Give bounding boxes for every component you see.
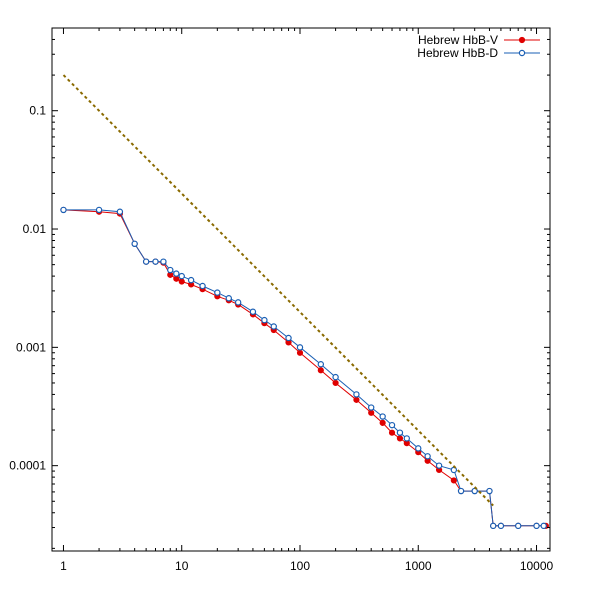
x-tick-label: 100	[290, 559, 310, 573]
data-point	[285, 334, 292, 342]
data-point	[497, 522, 505, 530]
data-point	[317, 361, 325, 368]
x-tick-label: 1	[60, 559, 67, 573]
data-point	[396, 429, 404, 436]
data-point	[379, 413, 386, 420]
legend-marker	[518, 49, 526, 57]
y-tick-label: 0.0001	[9, 459, 46, 473]
y-tick-label: 0.1	[29, 104, 46, 118]
data-point	[388, 421, 396, 429]
data-point	[173, 275, 180, 282]
data-point	[270, 323, 277, 330]
x-tick-label: 1000	[405, 559, 432, 573]
data-point	[332, 373, 339, 381]
data-point	[296, 349, 304, 356]
series-1	[60, 206, 547, 530]
data-point	[178, 278, 185, 285]
data-point	[234, 299, 242, 306]
series-line	[62, 74, 494, 507]
data-point	[60, 206, 67, 214]
data-point	[332, 379, 339, 387]
data-point	[379, 419, 386, 426]
data-point	[353, 396, 360, 403]
plot-frame	[51, 27, 551, 552]
legend-label: Hebrew HbB-D	[417, 46, 498, 60]
data-point	[187, 276, 195, 284]
data-point	[261, 316, 268, 324]
x-tick-label: 10	[175, 559, 189, 573]
data-point	[540, 522, 547, 530]
data-point	[131, 240, 138, 248]
data-point	[533, 522, 540, 530]
data-point	[450, 466, 458, 474]
data-point	[160, 258, 167, 265]
data-point	[353, 391, 360, 398]
data-point	[489, 522, 497, 530]
legend-label: Hebrew HbB-V	[418, 33, 498, 47]
series-2	[62, 74, 494, 507]
legend-marker	[518, 36, 526, 44]
data-point	[167, 266, 174, 274]
data-point	[368, 409, 375, 416]
data-point	[317, 367, 324, 374]
data-point	[214, 289, 221, 296]
data-point	[178, 272, 185, 280]
data-point	[396, 435, 404, 442]
data-point	[95, 206, 103, 214]
x-tick-label: 10000	[520, 559, 554, 573]
data-point	[388, 429, 396, 436]
y-tick-label: 0.001	[16, 340, 46, 354]
data-point	[199, 282, 206, 290]
series-line	[63, 209, 544, 527]
data-point	[249, 308, 257, 315]
data-point	[486, 487, 493, 495]
data-point	[424, 453, 431, 460]
data-point	[450, 477, 457, 484]
data-point	[296, 344, 304, 351]
data-point	[116, 208, 124, 215]
data-point	[173, 270, 180, 277]
data-point	[225, 295, 232, 302]
data-point	[435, 462, 443, 469]
data-point	[367, 404, 375, 411]
data-point	[457, 487, 465, 495]
data-point	[152, 258, 159, 265]
data-point	[403, 435, 410, 442]
data-point	[142, 258, 150, 265]
data-point	[415, 445, 422, 452]
y-tick-label: 0.01	[23, 222, 47, 236]
data-point	[515, 522, 522, 530]
